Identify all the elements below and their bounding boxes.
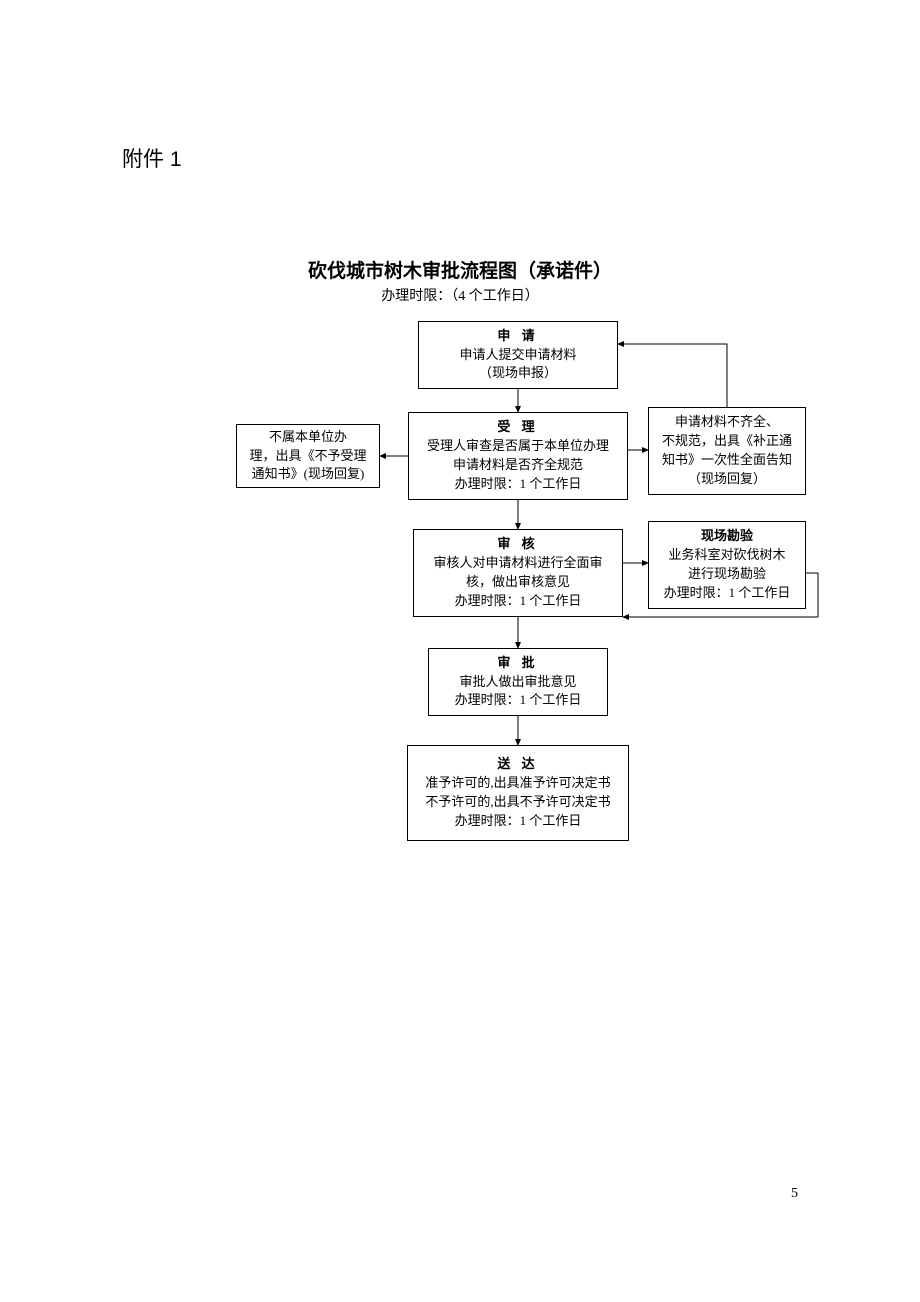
node-text: 不属本单位办 [269,428,347,447]
flowchart-node-review: 审 核 审核人对申请材料进行全面审 核，做出审核意见 办理时限：1 个工作日 [413,529,623,617]
node-text: 办理时限：1 个工作日 [455,691,582,710]
node-text: 受理人审查是否属于本单位办理 [427,437,609,456]
node-text: 申请人提交申请材料 [459,346,576,365]
flowchart-node-inspect: 现场勘验 业务科室对砍伐树木 进行现场勘验 办理时限：1 个工作日 [648,521,806,609]
flowchart-node-supplement: 申请材料不齐全、 不规范，出具《补正通 知书》一次性全面告知 （现场回复） [648,407,806,495]
node-text: 通知书》(现场回复) [252,465,365,484]
flowchart-node-deliver: 送 达 准予许可的,出具准予许可决定书 不予许可的,出具不予许可决定书 办理时限… [407,745,629,841]
node-title: 申 请 [497,327,538,346]
flowchart-node-accept: 受 理 受理人审查是否属于本单位办理 申请材料是否齐全规范 办理时限：1 个工作… [408,412,628,500]
node-text: 审核人对申请材料进行全面审 [433,554,602,573]
flowchart-node-approve: 审 批 审批人做出审批意见 办理时限：1 个工作日 [428,648,608,716]
node-text: （现场申报） [479,364,557,383]
flowchart-node-reject: 不属本单位办 理，出具《不予受理 通知书》(现场回复) [236,424,380,488]
node-title: 送 达 [497,755,538,774]
page-subtitle: 办理时限：（4 个工作日） [0,285,920,305]
page-title: 砍伐城市树木审批流程图（承诺件） [0,256,920,283]
attachment-label: 附件 1 [122,143,182,173]
node-title: 现场勘验 [701,527,753,546]
node-text: 进行现场勘验 [688,565,766,584]
node-text: 不规范，出具《补正通 [662,432,792,451]
node-text: 审批人做出审批意见 [459,673,576,692]
node-text: 核，做出审核意见 [466,573,570,592]
node-title: 审 批 [497,654,538,673]
node-title: 受 理 [497,418,538,437]
node-text: 申请材料是否齐全规范 [453,456,583,475]
node-text: 办理时限：1 个工作日 [455,592,582,611]
flowchart-node-apply: 申 请 申请人提交申请材料 （现场申报） [418,321,618,389]
node-text: 办理时限：1 个工作日 [455,812,582,831]
node-text: 申请材料不齐全、 [675,413,779,432]
node-text: 理，出具《不予受理 [249,447,366,466]
node-title: 审 核 [497,535,538,554]
node-text: 不予许可的,出具不予许可决定书 [425,793,610,812]
node-text: 办理时限：1 个工作日 [455,475,582,494]
node-text: 知书》一次性全面告知 [662,451,792,470]
node-text: 业务科室对砍伐树木 [668,546,785,565]
page-number: 5 [791,1186,798,1202]
node-text: 办理时限：1 个工作日 [664,584,791,603]
node-text: （现场回复） [688,470,766,489]
node-text: 准予许可的,出具准予许可决定书 [425,774,610,793]
